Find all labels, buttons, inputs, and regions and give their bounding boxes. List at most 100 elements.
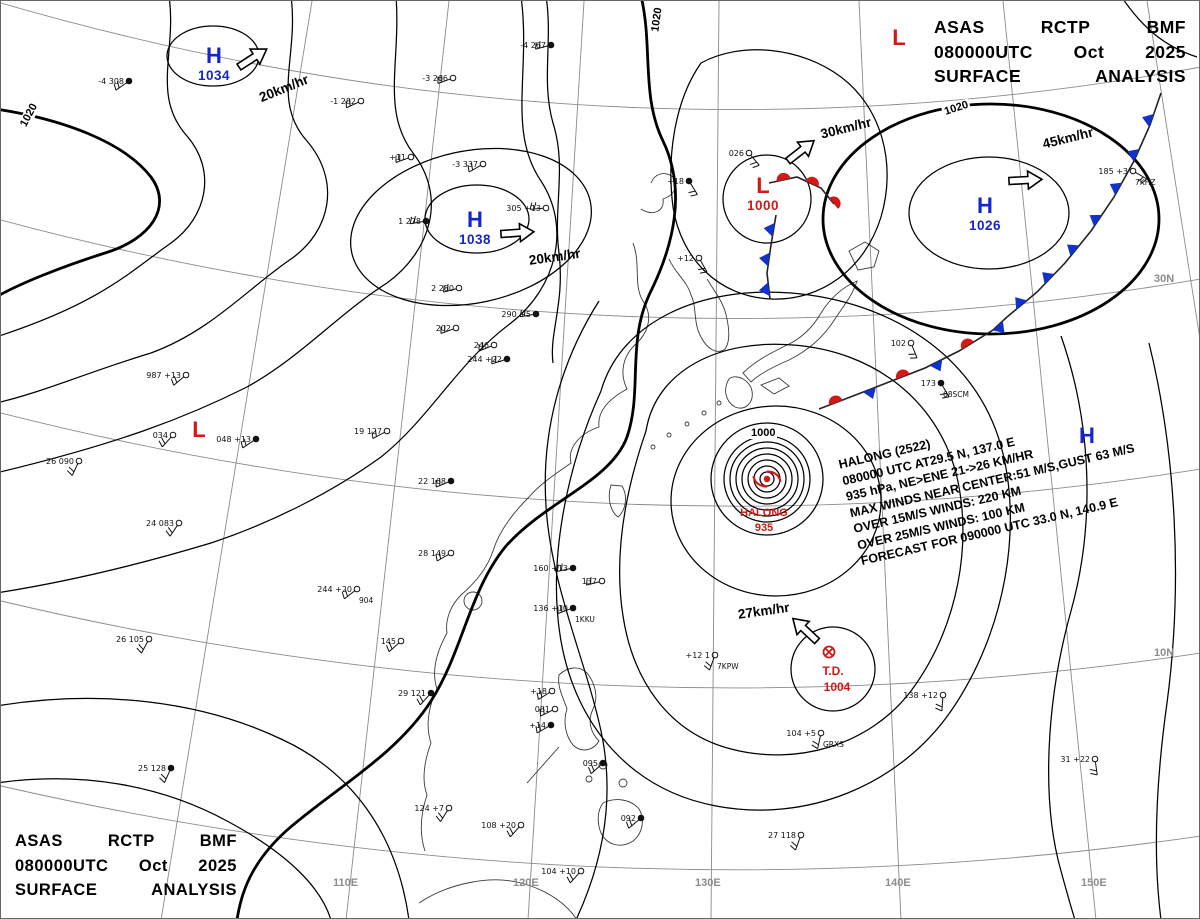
coast-korea [668,258,730,352]
cold-front-marker [1015,297,1027,310]
station-plot: 290 +5 [501,309,540,319]
station-plot: 987 +13 [146,371,190,386]
meridian [1002,1,1097,918]
isobar [1,1,432,473]
title-word: 080000UTC [15,856,109,875]
station-text: +12 1 [685,651,710,660]
warm-front-marker [828,395,843,406]
station-id: 68SCM [943,390,969,399]
station-text: 104 +10 [541,867,576,876]
storm-pressure-label: 935 [754,522,774,534]
cold-front-marker [929,359,943,372]
cold-front-marker [763,222,775,237]
graticule-label: 130E [695,877,721,889]
parallel [1,600,1199,689]
isobar [1148,342,1177,918]
station-text: 048 +13 [216,435,251,444]
pressure-letter: H [977,193,993,218]
station-text: -3 266 [422,74,448,83]
station-id: 7KHZ [1135,178,1155,187]
station-text: +18 [530,687,547,696]
warm-front-marker [960,338,974,350]
title-word: RCTP [1040,17,1091,37]
station-text: -4 267 [520,41,546,50]
title-word: ANALYSIS [151,881,237,899]
title-word: SURFACE [15,881,98,899]
arrow-layer [235,48,1044,645]
motion-speed-label: 30km/hr [819,114,873,142]
meridian [527,1,585,918]
isobar-1020-high-1026 [821,102,1161,336]
station-plot: 136 +10 1KKU [533,604,595,624]
station-plot: -3 266 [422,74,457,84]
station-plot: 145 [381,637,405,653]
coast-ryukyu [684,421,690,427]
coast-taiwan [608,484,626,518]
station-plot: 246 [474,341,498,352]
pressure-letter: H [467,207,483,232]
station-text: +11 [389,153,406,162]
title-word: BMF [1146,17,1186,37]
station-text: -1 282 [330,97,356,106]
station-plot: 104 +5 GRXS [786,729,844,750]
station-text: 034 [153,431,168,440]
station-text: 2 280 [431,284,454,293]
station-plot: -3 337 [452,160,487,173]
coast-ryukyu [701,410,707,416]
title-line: SURFACE ANALYSIS [934,64,1186,89]
cold-front-marker [1067,244,1080,257]
station-plot: 28 149 [418,549,455,562]
typhoon-ring [735,447,799,511]
cold-front-marker [862,387,876,399]
station-plot: 104 +10 [541,867,585,884]
station-text: 138 +12 [903,691,938,700]
station-text: 24 083 [146,519,174,528]
parallel [1,785,1199,871]
title-word: 080000UTC [934,41,1033,62]
coast-asia-mainland [420,242,650,852]
station-plot: 048 +13 [216,435,260,449]
station-text: 145 [381,637,396,646]
title-top-right: ASAS RCTP BMF 080000UTC Oct 2025 SURFACE ANALYS… [934,15,1186,89]
station-text: 108 +20 [481,821,516,830]
motion-speed-label: 45km/hr [1041,124,1095,152]
td-label: T.D. [822,664,844,678]
station-text: 987 +13 [146,371,181,380]
station-text: 28 149 [418,549,446,558]
parallel [1,412,1199,507]
isobar [1,1,558,593]
coast-luzon [558,667,600,751]
cold-front-marker [992,320,1005,333]
graticule-label: 10N [1154,647,1175,659]
isobar [1,1,206,336]
isobar-high-1026-inner [908,156,1070,270]
pressure-letter: H [206,43,222,68]
motion-arrow-icon [791,617,821,645]
warm-front-marker [776,172,791,182]
station-plot: 185 +3 7KHZ [1098,167,1155,187]
coast-visayas [585,775,593,783]
typhoon-outer-2 [618,343,964,756]
station-text: 25 128 [138,764,166,773]
isobar-1020 [1,108,161,296]
station-text: 244 +20 [317,585,352,594]
station-plot: 244 +22 [467,355,511,365]
isobar-low-1000-inner [722,154,812,244]
isobar-td-1004 [790,626,876,712]
station-plot: +11 [389,153,415,163]
isobar [545,1,561,364]
station-text: 1 278 [398,217,421,226]
title-word: SURFACE [934,66,1022,86]
station-id: 1KKU [575,615,595,624]
graticule-label: 120E [513,877,539,889]
coast-hainan [463,591,483,611]
station-id: GRXS [823,740,844,749]
motion-speed-label: 20km/hr [257,71,311,105]
isobar [1048,335,1088,918]
isobar [1,697,410,918]
pressure-value: 1038 [458,232,492,247]
station-text: 095 [583,759,598,768]
coast-ryukyu [666,432,672,438]
